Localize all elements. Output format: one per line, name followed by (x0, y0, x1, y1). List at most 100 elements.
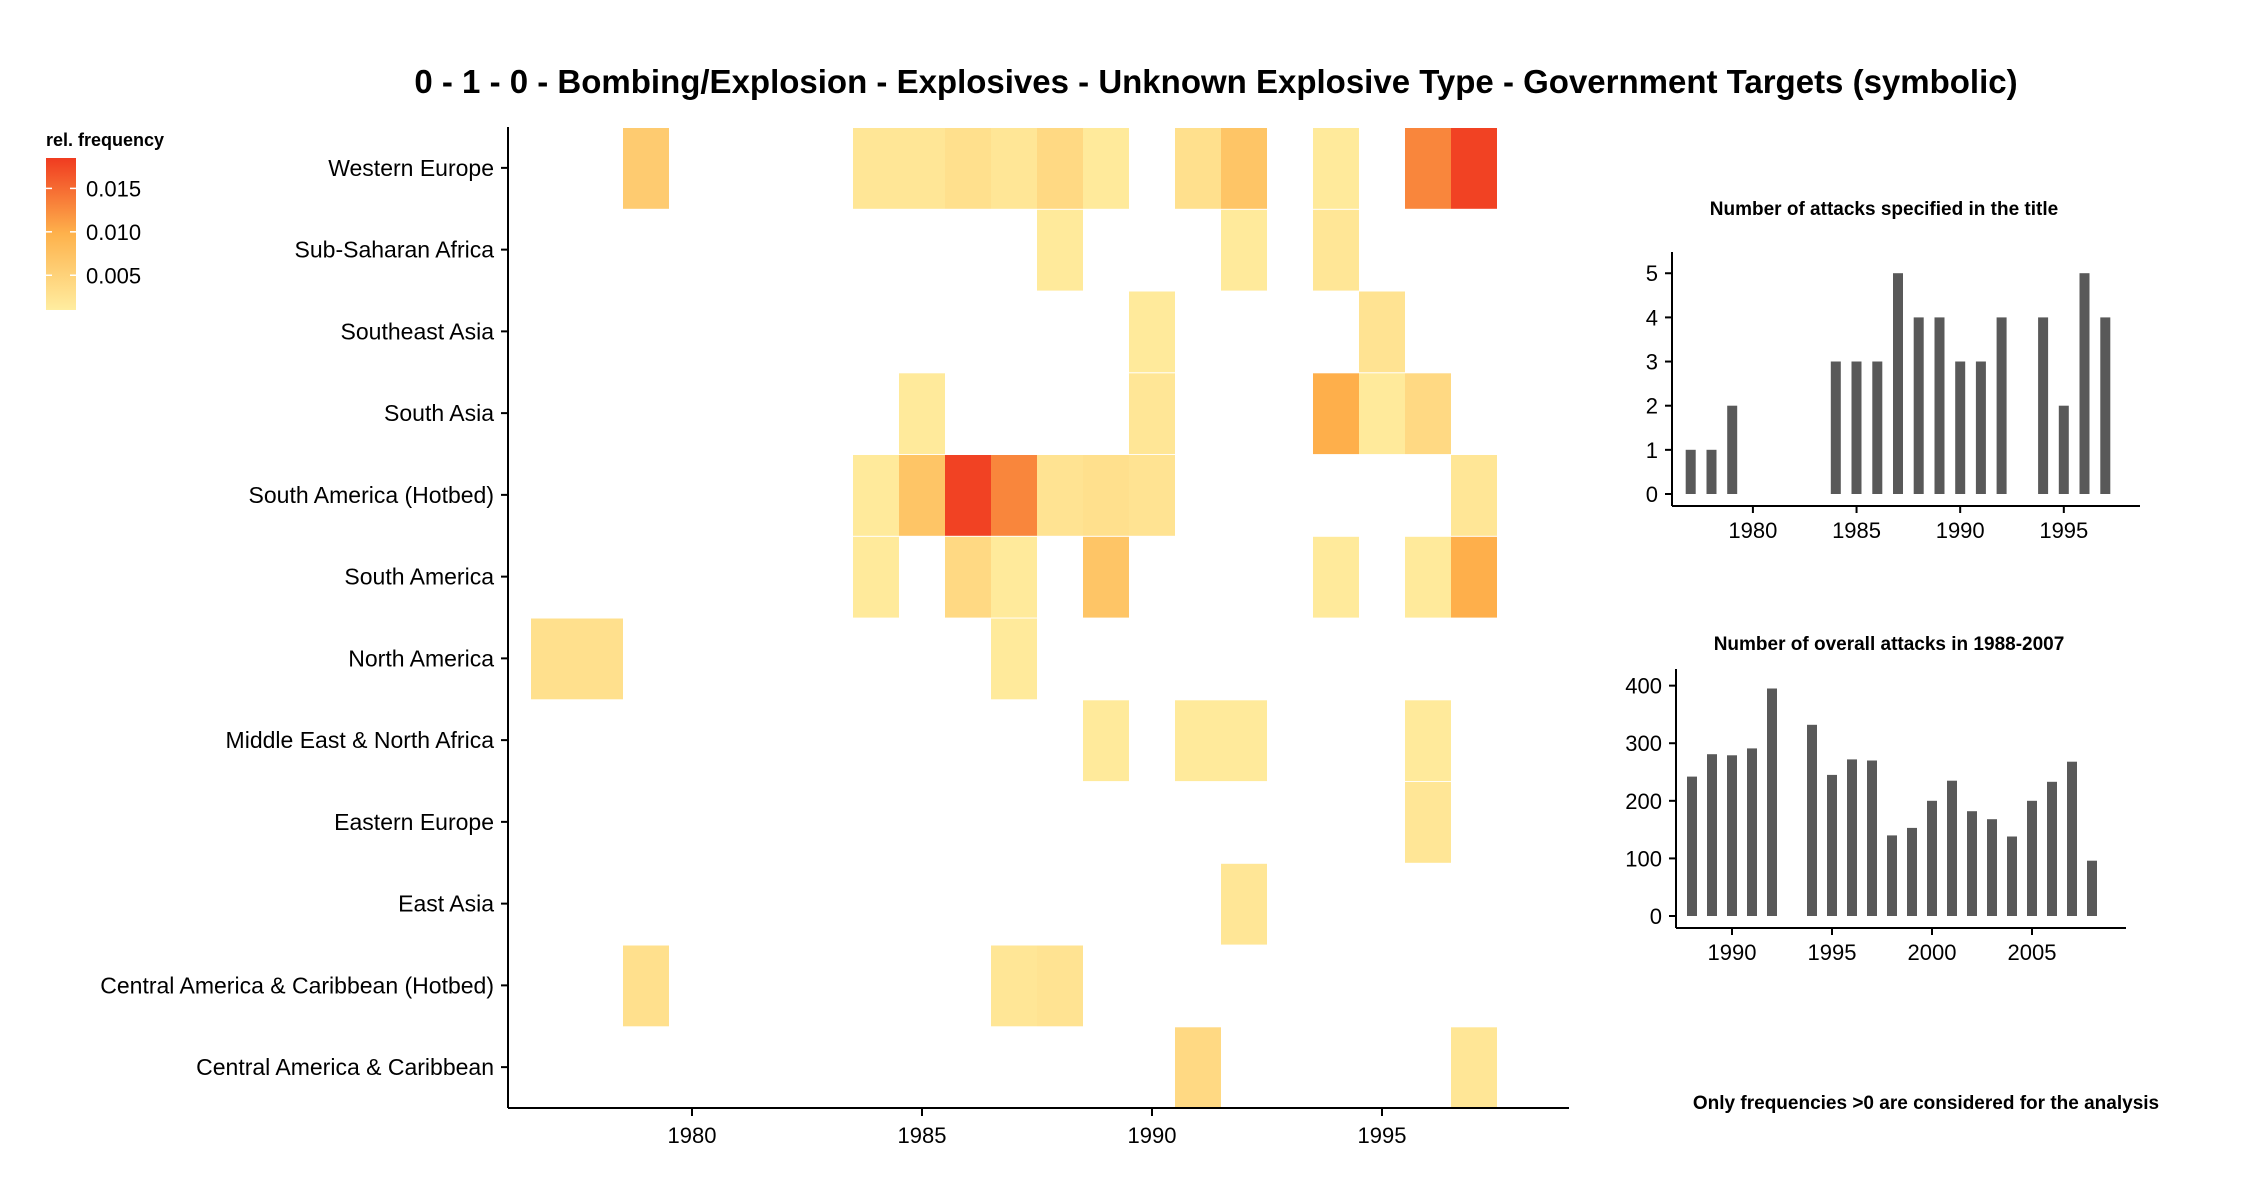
bar (1907, 827, 1917, 916)
heatmap-cell (991, 536, 1037, 618)
bar (1955, 361, 1966, 494)
heatmap-row-label: North America (348, 645, 494, 671)
heatmap-cell (1451, 455, 1497, 536)
bar-x-tick-label: 1985 (1832, 518, 1881, 543)
bar-chart-1-title: Number of attacks specified in the title (1710, 199, 2058, 220)
bar (2100, 317, 2111, 494)
bar (1975, 361, 1986, 494)
heatmap-cell (577, 618, 623, 700)
heatmap-cell (945, 455, 991, 536)
heatmap-cell (1129, 455, 1175, 536)
bar-y-tick-label: 0 (1646, 482, 1658, 507)
bar-y-tick-label: 400 (1625, 674, 1662, 699)
bar-y-tick-label: 4 (1646, 305, 1658, 330)
heatmap-cell (1221, 700, 1267, 782)
heatmap-x-tick-label: 1985 (898, 1123, 947, 1148)
bar (2087, 860, 2097, 916)
bar-x-tick-label: 1990 (1708, 940, 1757, 965)
bar-y-tick-label: 3 (1646, 350, 1658, 375)
heatmap-x-tick-label: 1990 (1128, 1123, 1177, 1148)
heatmap-cell (1359, 291, 1405, 373)
legend-title: rel. frequency (46, 130, 164, 150)
heatmap-cell (991, 945, 1037, 1027)
heatmap-cell (1037, 945, 1083, 1027)
bar (1934, 317, 1945, 494)
legend-tick-label: 0.010 (86, 220, 141, 245)
heatmap-cell (1175, 128, 1221, 209)
heatmap-cell (1129, 373, 1175, 455)
heatmap-cell (1405, 536, 1451, 618)
bar-x-tick-label: 1995 (1808, 940, 1857, 965)
heatmap-cell (1083, 128, 1129, 209)
bar (1767, 688, 1777, 916)
heatmap-cell (1175, 700, 1221, 782)
main-title: 0 - 1 - 0 - Bombing/Explosion - Explosiv… (414, 63, 2017, 100)
heatmap-cell (1221, 863, 1267, 945)
heatmap-x-tick-label: 1995 (1358, 1123, 1407, 1148)
legend-colorbar (46, 158, 76, 310)
bar (1872, 361, 1883, 494)
bar (1913, 317, 1924, 494)
bar (2007, 836, 2017, 916)
legend: rel. frequency 0.015 0.010 0.005 (46, 130, 164, 310)
bar (1685, 449, 1696, 494)
analysis-note: Only frequencies >0 are considered for t… (1693, 1093, 2159, 1114)
bar-chart-2-title: Number of overall attacks in 1988-2007 (1714, 634, 2065, 655)
heatmap-cell (1083, 536, 1129, 618)
heatmap-cell (899, 455, 945, 536)
legend-tick-label: 0.015 (86, 176, 141, 201)
heatmap-cell (1405, 128, 1451, 209)
bar (1887, 835, 1897, 916)
heatmap-x-tick-label: 1980 (668, 1123, 717, 1148)
bar-y-tick-label: 100 (1625, 846, 1662, 871)
bar (1967, 811, 1977, 916)
bar-y-tick-label: 5 (1646, 261, 1658, 286)
bar (2038, 317, 2049, 494)
bar (2058, 405, 2069, 494)
heatmap-cell (991, 128, 1037, 209)
heatmap-row-label: South America (344, 564, 494, 590)
heatmap-cell (1313, 536, 1359, 618)
heatmap-cell (853, 455, 899, 536)
heatmap-cell (853, 128, 899, 209)
heatmap-row-label: South America (Hotbed) (249, 482, 494, 508)
heatmap-cell (899, 128, 945, 209)
heatmap-cell (945, 536, 991, 618)
heatmap-cell (1313, 209, 1359, 291)
bar (1707, 754, 1717, 916)
bar-y-tick-label: 1 (1646, 438, 1658, 463)
heatmap-cell (1083, 700, 1129, 782)
heatmap: Western Europe Sub-Saharan Africa Southeas… (100, 127, 1569, 1148)
bar-x-tick-label: 2000 (1908, 940, 1957, 965)
bar-chart-2: 0 100 200 300 400 1990 1995 2000 2005 (1625, 669, 2126, 965)
heatmap-cell (1451, 128, 1497, 209)
bar (2027, 800, 2037, 916)
heatmap-cell (945, 128, 991, 209)
heatmap-row-label: Sub-Saharan Africa (295, 237, 495, 263)
bar-x-tick-label: 1980 (1728, 518, 1777, 543)
bar (1827, 774, 1837, 916)
heatmap-row-label: Central America & Caribbean (196, 1054, 494, 1080)
bar (1687, 776, 1697, 916)
heatmap-cell (1221, 128, 1267, 209)
heatmap-row-label: Eastern Europe (334, 809, 494, 835)
bar (1727, 405, 1738, 494)
bar (2047, 781, 2057, 916)
heatmap-cell (1451, 536, 1497, 618)
heatmap-cell (991, 455, 1037, 536)
bar (1867, 760, 1877, 916)
heatmap-cell (853, 536, 899, 618)
heatmap-cell (1037, 128, 1083, 209)
bar (1851, 361, 1862, 494)
heatmap-row-label: South Asia (384, 400, 494, 426)
bar-chart-1: 0 1 2 3 4 5 1980 1985 1990 1995 (1646, 252, 2140, 543)
heatmap-row-label: Western Europe (328, 155, 494, 181)
heatmap-cell (1221, 209, 1267, 291)
heatmap-cell (1037, 209, 1083, 291)
heatmap-cell (1175, 1027, 1221, 1109)
legend-tick-label: 0.005 (86, 263, 141, 288)
bar (2079, 273, 2090, 494)
heatmap-cell (1037, 455, 1083, 536)
heatmap-cell (1083, 455, 1129, 536)
